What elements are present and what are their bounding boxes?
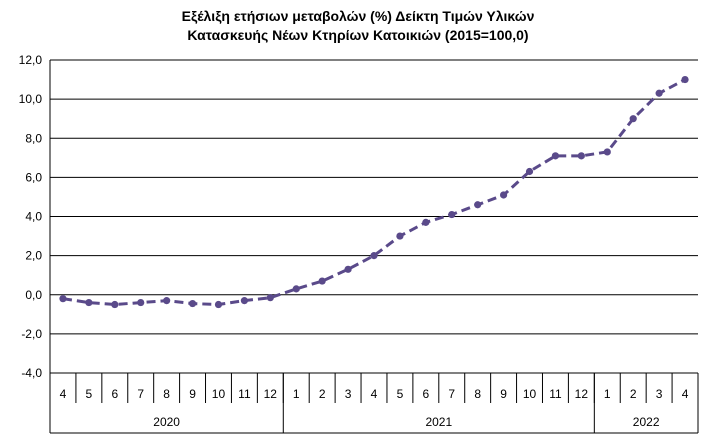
x-tick-label: 12: [575, 387, 589, 401]
data-point: [240, 297, 248, 305]
x-tick-label: 7: [137, 387, 144, 401]
series-line: [62, 78, 686, 306]
data-point: [500, 191, 508, 199]
data-point: [396, 232, 404, 240]
data-point: [344, 265, 352, 273]
year-label: 2021: [425, 415, 452, 429]
y-tick-label: 12,0: [19, 53, 43, 67]
data-point: [59, 295, 67, 303]
x-tick-label: 2: [319, 387, 326, 401]
chart-title-line1: Εξέλιξη ετήσιων μεταβολών (%) Δείκτη Τιμ…: [182, 8, 535, 24]
chart-title-line2: Κατασκευής Νέων Κτηρίων Κατοικιών (2015=…: [187, 27, 528, 43]
y-tick-label: -2,0: [21, 327, 42, 341]
x-tick-label: 3: [345, 387, 352, 401]
x-tick-label: 10: [523, 387, 537, 401]
x-tick-label: 1: [293, 387, 300, 401]
y-tick-label: 8,0: [25, 131, 42, 145]
x-tick-label: 3: [656, 387, 663, 401]
x-tick-label: 8: [163, 387, 170, 401]
x-tick-label: 4: [60, 387, 67, 401]
data-point: [137, 298, 145, 307]
grid-lines: [50, 59, 698, 374]
y-tick-label: -4,0: [21, 366, 42, 380]
data-point: [681, 75, 689, 84]
x-tick-label: 12: [264, 387, 278, 401]
data-point: [188, 299, 197, 308]
data-point: [85, 298, 93, 307]
y-tick-label: 0,0: [25, 288, 42, 302]
x-tick-label: 6: [111, 387, 118, 401]
y-tick-label: 2,0: [25, 249, 42, 263]
x-tick-label: 1: [604, 387, 611, 401]
data-point: [214, 300, 223, 309]
data-point: [292, 285, 300, 293]
year-label: 2022: [633, 415, 660, 429]
x-tick-label: 7: [448, 387, 455, 401]
data-point: [266, 294, 274, 302]
x-tick-label: 5: [397, 387, 404, 401]
x-tick-label: 9: [189, 387, 196, 401]
data-point: [448, 210, 456, 219]
x-tick-label: 2: [630, 387, 637, 401]
data-point: [551, 152, 560, 160]
data-point: [318, 277, 326, 285]
x-tick-label: 5: [86, 387, 93, 401]
data-point: [629, 115, 637, 123]
series-layer: [59, 75, 689, 309]
x-tick-label: 4: [682, 387, 689, 401]
x-tick-label: 8: [474, 387, 481, 401]
x-tick-label: 6: [422, 387, 429, 401]
data-point: [603, 148, 611, 156]
data-point: [111, 300, 119, 309]
data-point: [422, 218, 430, 226]
x-tick-label: 10: [212, 387, 226, 401]
y-tick-label: 6,0: [25, 170, 42, 184]
data-point: [655, 89, 663, 97]
data-point: [163, 297, 171, 305]
y-tick-label: 10,0: [19, 92, 43, 106]
x-tick-label: 11: [238, 387, 251, 401]
data-point: [370, 252, 378, 260]
y-tick-label: 4,0: [25, 210, 42, 224]
y-axis: -4,0 -2,0 0,0 2,0 4,0 6,0 8,0 10,0 12,0: [19, 53, 51, 433]
year-label: 2020: [153, 415, 180, 429]
data-point: [525, 167, 534, 176]
data-point: [577, 152, 585, 160]
x-tick-label: 9: [500, 387, 507, 401]
x-tick-label: 4: [371, 387, 378, 401]
data-point: [474, 201, 482, 209]
x-tick-label: 11: [549, 387, 562, 401]
